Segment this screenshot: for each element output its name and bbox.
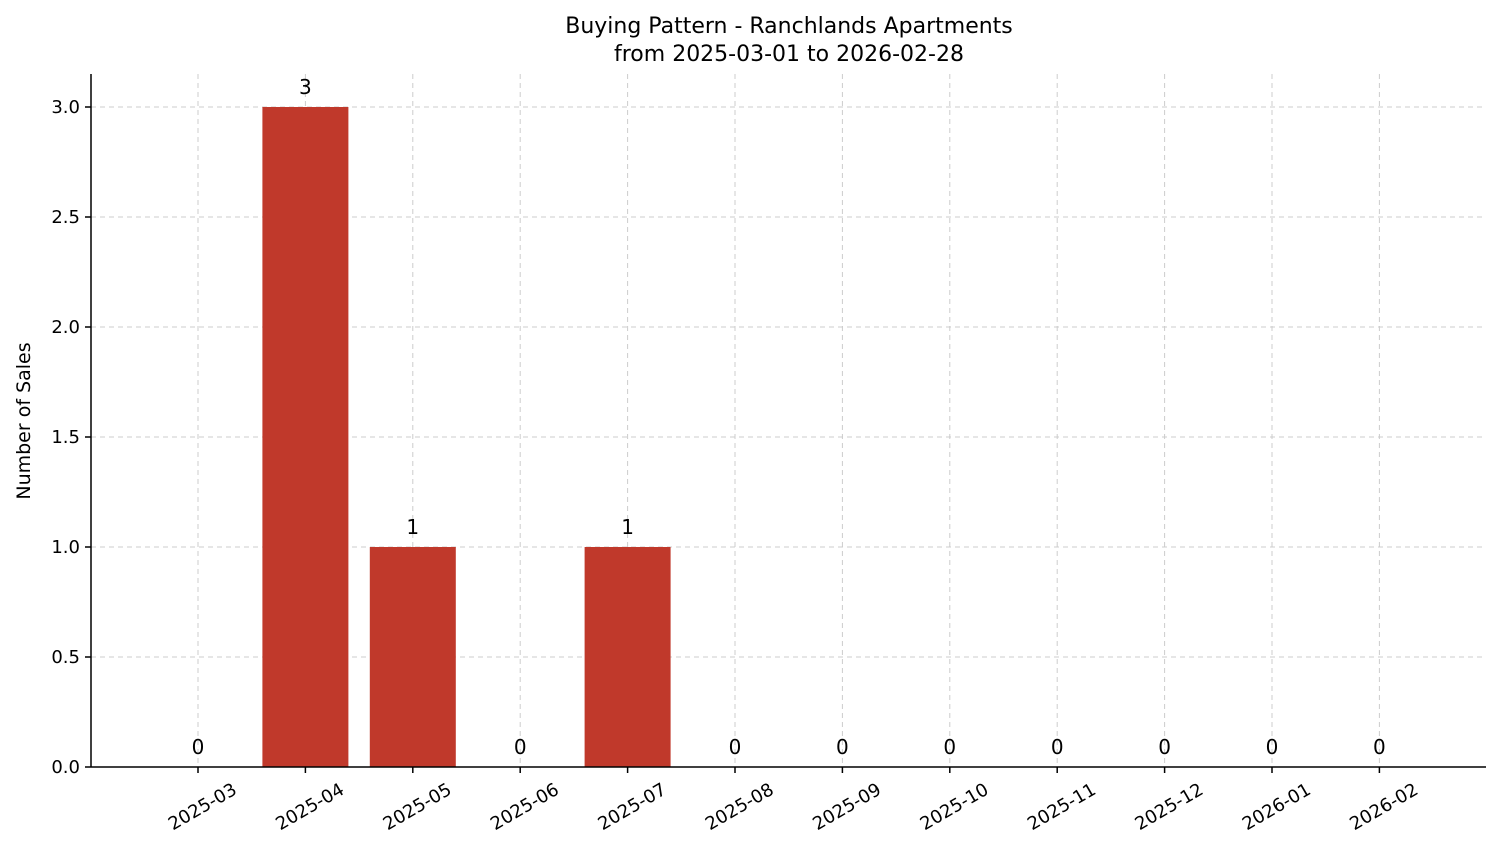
bar-layer bbox=[262, 107, 671, 767]
x-tick-label: 2025-06 bbox=[487, 779, 563, 835]
x-tick-label: 2025-07 bbox=[594, 779, 670, 835]
x-tick-label: 2025-09 bbox=[809, 779, 885, 835]
y-tick-label: 0.5 bbox=[51, 647, 80, 668]
chart-title: Buying Pattern - Ranchlands Apartments bbox=[565, 14, 1013, 39]
data-label: 3 bbox=[299, 75, 312, 99]
data-label-layer: 0 3 1 0 1 0 0 0 0 0 0 0 bbox=[192, 75, 1386, 759]
bar bbox=[584, 547, 671, 767]
x-tick-label: 2026-02 bbox=[1346, 779, 1422, 835]
y-tick-label: 2.5 bbox=[51, 207, 80, 228]
x-tick-label: 2025-08 bbox=[702, 779, 778, 835]
x-tick-label: 2025-05 bbox=[380, 779, 456, 835]
y-tick-label: 2.0 bbox=[51, 317, 80, 338]
x-tick-label: 2025-04 bbox=[272, 779, 348, 835]
data-label: 0 bbox=[836, 735, 849, 759]
y-axis-label: Number of Sales bbox=[13, 342, 35, 499]
x-tick-label: 2026-01 bbox=[1239, 779, 1315, 835]
chart-subtitle: from 2025-03-01 to 2026-02-28 bbox=[614, 42, 964, 67]
y-tick-label: 1.5 bbox=[51, 427, 80, 448]
x-tick-label: 2025-10 bbox=[917, 779, 993, 835]
data-label: 0 bbox=[192, 735, 205, 759]
x-tick-label: 2025-03 bbox=[165, 779, 241, 835]
data-label: 0 bbox=[943, 735, 956, 759]
data-label: 0 bbox=[729, 735, 742, 759]
bar bbox=[262, 107, 349, 767]
data-label: 0 bbox=[1266, 735, 1279, 759]
data-label: 0 bbox=[1051, 735, 1064, 759]
y-tick-label: 3.0 bbox=[51, 97, 80, 118]
bar bbox=[369, 547, 456, 767]
y-tick-label: 1.0 bbox=[51, 537, 80, 558]
data-label: 1 bbox=[406, 515, 419, 539]
data-label: 0 bbox=[1158, 735, 1171, 759]
data-label: 1 bbox=[621, 515, 634, 539]
x-tick-label: 2025-11 bbox=[1024, 779, 1100, 835]
y-tick-label: 0.0 bbox=[51, 757, 80, 778]
data-label: 0 bbox=[1373, 735, 1386, 759]
data-label: 0 bbox=[514, 735, 527, 759]
x-tick-label: 2025-12 bbox=[1131, 779, 1207, 835]
